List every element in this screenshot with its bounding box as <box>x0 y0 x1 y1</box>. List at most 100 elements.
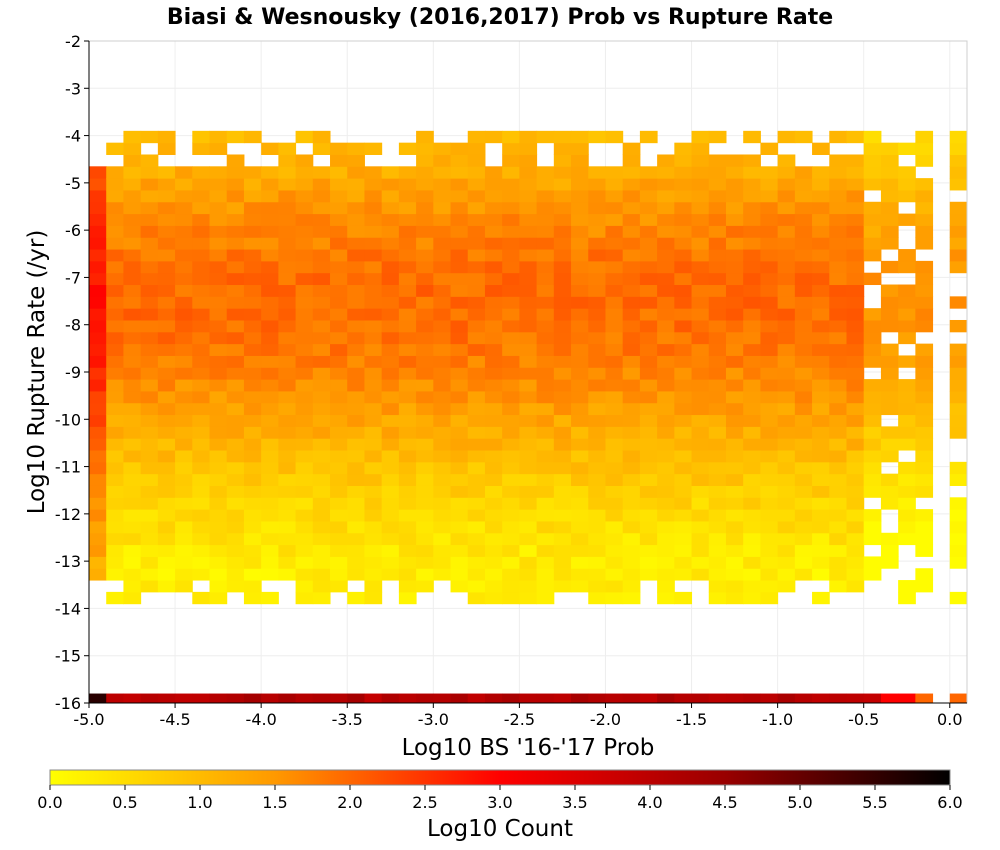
heatmap-cell <box>261 237 279 250</box>
heatmap-cell <box>605 426 624 439</box>
heatmap-cell <box>467 544 486 557</box>
heatmap-cell <box>123 343 142 356</box>
heatmap-cell <box>794 225 813 238</box>
heatmap-cell <box>743 426 761 439</box>
heatmap-cell <box>536 296 555 309</box>
heatmap-cell <box>794 379 813 392</box>
heatmap-cell <box>777 189 796 203</box>
heatmap-cell <box>812 166 830 179</box>
heatmap-cell <box>502 414 520 427</box>
heatmap-cell <box>571 331 589 345</box>
heatmap-cell <box>484 225 503 238</box>
heatmap-cell <box>123 568 142 581</box>
heatmap-cell <box>949 178 968 191</box>
heatmap-cell <box>674 402 693 416</box>
heatmap-cell <box>502 201 520 215</box>
heatmap-cell <box>657 556 675 569</box>
heatmap-cell <box>312 296 331 309</box>
heatmap-cell <box>588 544 606 557</box>
heatmap-cell <box>691 390 710 404</box>
heatmap-cell <box>725 355 744 368</box>
heatmap-cell <box>89 343 107 356</box>
heatmap-cell <box>743 591 761 605</box>
heatmap-cell <box>502 237 520 250</box>
heatmap-cell <box>622 532 641 546</box>
heatmap-cell <box>450 319 469 333</box>
heatmap-cell <box>622 166 641 179</box>
heatmap-cell <box>261 308 279 321</box>
heatmap-cell <box>226 450 245 463</box>
heatmap-cell <box>416 379 434 392</box>
heatmap-cell <box>777 260 796 274</box>
heatmap-cell <box>123 520 142 534</box>
heatmap-cell <box>622 544 641 557</box>
heatmap-cell <box>657 260 675 274</box>
heatmap-cell <box>777 438 796 451</box>
heatmap-cell <box>226 497 245 510</box>
heatmap-cell <box>605 556 624 569</box>
heatmap-cell <box>519 331 538 345</box>
heatmap-cell <box>708 485 727 498</box>
heatmap-cell <box>467 693 486 703</box>
heatmap-cell <box>829 130 847 144</box>
heatmap-cell <box>519 426 538 439</box>
heatmap-cell <box>106 461 124 475</box>
y-tick-label: -15 <box>55 647 81 666</box>
heatmap-cell <box>175 509 193 522</box>
heatmap-cell <box>674 485 693 498</box>
heatmap-cell <box>812 284 830 297</box>
heatmap-cell <box>381 319 400 333</box>
heatmap-cell <box>880 367 899 380</box>
heatmap-cell <box>915 355 934 368</box>
heatmap-cell <box>450 461 469 475</box>
heatmap-cell <box>519 497 538 510</box>
heatmap-cell <box>657 201 675 215</box>
heatmap-cell <box>433 308 452 321</box>
heatmap-cell <box>209 390 228 404</box>
heatmap-cell <box>123 402 142 416</box>
heatmap-cell <box>209 485 228 498</box>
heatmap-cell <box>398 201 417 215</box>
heatmap-cell <box>364 178 383 191</box>
heatmap-cell <box>829 580 847 593</box>
heatmap-cell <box>571 308 589 321</box>
heatmap-cell <box>364 544 383 557</box>
heatmap-cell <box>330 450 348 463</box>
heatmap-cell <box>381 497 400 510</box>
heatmap-cell <box>708 461 727 475</box>
heatmap-cell <box>657 426 675 439</box>
heatmap-cell <box>553 450 572 463</box>
heatmap-cell <box>571 319 589 333</box>
heatmap-cell <box>794 343 813 356</box>
heatmap-cell <box>829 532 847 546</box>
heatmap-cell <box>381 414 400 427</box>
heatmap-cell <box>949 556 968 569</box>
heatmap-cell <box>106 426 124 439</box>
heatmap-cell <box>657 272 675 286</box>
heatmap-cell <box>691 130 710 144</box>
heatmap-cell <box>467 166 486 179</box>
heatmap-cell <box>398 343 417 356</box>
heatmap-cell <box>278 485 297 498</box>
heatmap-cell <box>209 402 228 416</box>
heatmap-cell <box>571 355 589 368</box>
heatmap-cell <box>364 379 383 392</box>
heatmap-cell <box>398 580 417 593</box>
heatmap-cell <box>226 414 245 427</box>
heatmap-cell <box>915 272 934 286</box>
heatmap-cell <box>674 296 693 309</box>
heatmap-cell <box>89 249 107 262</box>
heatmap-cell <box>416 355 434 368</box>
heatmap-cell <box>812 343 830 356</box>
heatmap-cell <box>278 379 297 392</box>
heatmap-cell <box>708 130 727 144</box>
heatmap-cell <box>777 580 796 593</box>
heatmap-cell <box>364 189 383 203</box>
heatmap-cell <box>639 272 658 286</box>
heatmap-cell <box>261 284 279 297</box>
heatmap-cell <box>192 355 211 368</box>
heatmap-cell <box>123 201 142 215</box>
heatmap-cell <box>347 355 365 368</box>
heatmap-cell <box>622 284 641 297</box>
heatmap-cell <box>657 461 675 475</box>
